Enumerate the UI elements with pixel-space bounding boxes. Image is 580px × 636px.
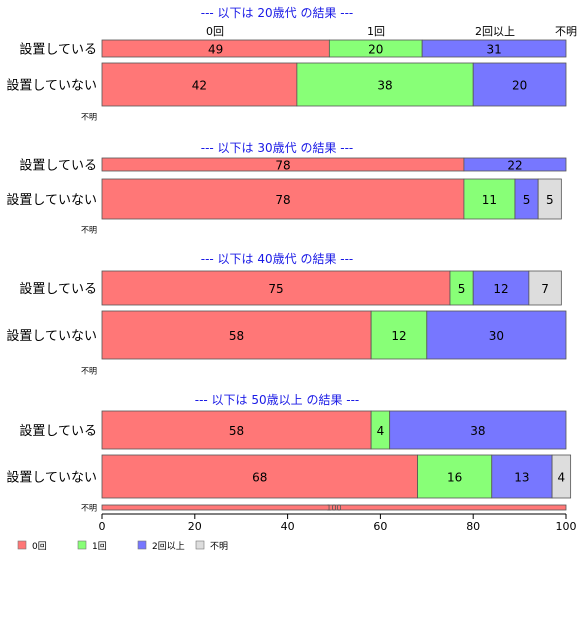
x-tick-label: 0	[99, 520, 106, 533]
data-label: 4	[558, 471, 566, 485]
bar-segment	[463, 157, 567, 172]
bar-segment	[426, 310, 567, 360]
bar-segment	[370, 310, 428, 360]
panel-title: --- 以下は 50歳以上 の結果 ---	[195, 393, 360, 407]
row-label: 設置している	[19, 423, 97, 439]
legend-label: 1回	[92, 541, 107, 552]
panel-title: --- 以下は 20歳代 の結果 ---	[201, 6, 354, 20]
bar-segment	[528, 270, 562, 306]
bar-segment	[417, 454, 493, 499]
bar-segment	[389, 410, 567, 450]
data-label: 16	[447, 471, 462, 485]
category-header-label: 1回	[367, 25, 385, 38]
data-label: 12	[493, 282, 508, 296]
bar-segment	[472, 270, 530, 306]
legend-label: 2回以上	[152, 541, 185, 552]
legend-swatch	[137, 540, 147, 550]
data-label: 100	[326, 504, 341, 513]
data-label: 31	[486, 43, 501, 57]
data-label: 4	[377, 424, 385, 438]
row-label: 設置している	[19, 158, 97, 174]
row-label: 設置していない	[6, 78, 97, 94]
row-label: 不明	[81, 113, 97, 122]
data-label: 20	[512, 79, 527, 93]
x-tick-label: 100	[556, 520, 577, 533]
data-label: 75	[268, 282, 283, 296]
row-label: 不明	[81, 504, 97, 513]
data-label: 12	[391, 329, 406, 343]
legend-swatch	[17, 540, 27, 550]
x-tick-label: 60	[373, 520, 387, 533]
category-header-label: 不明	[555, 25, 577, 38]
data-label: 13	[514, 471, 529, 485]
data-label: 11	[482, 193, 497, 207]
data-label: 5	[546, 193, 554, 207]
bar-segment	[537, 178, 562, 220]
row-label: 設置していない	[6, 470, 97, 486]
row-label: 設置している	[19, 42, 97, 58]
bar-segment	[101, 504, 567, 511]
data-label: 42	[192, 79, 207, 93]
x-tick-label: 40	[281, 520, 295, 533]
data-label: 30	[489, 329, 504, 343]
legend-label: 不明	[210, 541, 228, 552]
data-label: 78	[275, 159, 290, 173]
panel-title: --- 以下は 30歳代 の結果 ---	[201, 141, 354, 155]
row-label: 設置していない	[6, 192, 97, 208]
x-tick-label: 80	[466, 520, 480, 533]
bar-segment	[463, 178, 516, 220]
bar-segment	[472, 62, 567, 107]
x-tick-label: 20	[188, 520, 202, 533]
legend-swatch	[195, 540, 205, 550]
bar-segment	[421, 39, 567, 58]
data-label: 22	[507, 159, 522, 173]
category-header-label: 0回	[206, 25, 224, 38]
data-label: 38	[377, 79, 392, 93]
legend-label: 0回	[32, 541, 47, 552]
bar-segment	[101, 270, 451, 306]
data-label: 7	[541, 282, 549, 296]
data-label: 49	[208, 43, 223, 57]
data-label: 78	[275, 193, 290, 207]
panel-title: --- 以下は 40歳代 の結果 ---	[201, 252, 354, 266]
bar-segment	[296, 62, 474, 107]
data-label: 68	[252, 471, 267, 485]
data-label: 58	[229, 424, 244, 438]
row-label: 設置している	[19, 281, 97, 297]
bar-segment	[101, 454, 418, 499]
row-label: 不明	[81, 226, 97, 235]
row-label: 不明	[81, 367, 97, 376]
bar-segment	[551, 454, 572, 499]
data-label: 5	[523, 193, 531, 207]
data-label: 58	[229, 329, 244, 343]
data-label: 38	[470, 424, 485, 438]
bar-segment	[101, 310, 372, 360]
legend-swatch	[77, 540, 87, 550]
bar-segment	[101, 410, 372, 450]
category-header-label: 2回以上	[475, 25, 515, 38]
row-label: 設置していない	[6, 328, 97, 344]
data-label: 5	[458, 282, 466, 296]
bar-segment	[101, 178, 465, 220]
data-label: 20	[368, 43, 383, 57]
